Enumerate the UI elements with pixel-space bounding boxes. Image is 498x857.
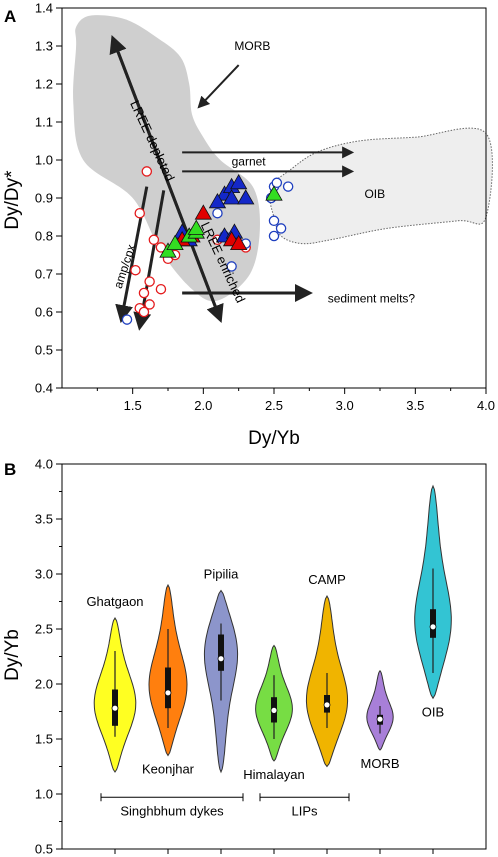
data-point-triangle	[166, 234, 184, 251]
x-tick-label: 2.5	[265, 398, 283, 413]
data-point-triangle	[222, 189, 241, 205]
group-label-layer: Ghatgaon Keonjhar Pipilia Himalayan CAMP MORB…	[86, 567, 444, 783]
data-point-circle	[148, 234, 160, 246]
data-point-triangle	[159, 242, 177, 258]
bracket-layer: Singhbhum dykes LIPs	[100, 793, 350, 818]
y-tick-label: 1.2	[35, 77, 53, 92]
y-tick-label: 4.0	[35, 457, 53, 472]
data-point-triangle	[208, 192, 227, 209]
median-point	[270, 707, 278, 714]
data-point-triangle	[194, 204, 213, 220]
y-tick-label: 0.7	[35, 267, 53, 282]
group-label-pipilia: Pipilia	[204, 567, 239, 582]
data-point-circle	[144, 299, 155, 310]
y-tick-label: 2.0	[35, 677, 53, 692]
x-axis-a: 1.5 2.0 2.5 3.0 3.5 4.0	[96, 388, 495, 413]
median-point	[323, 701, 331, 709]
median-point	[111, 704, 119, 712]
y-tick-label: 3.5	[35, 512, 53, 527]
y-axis-b: 0.5 1.0 1.5 2.0 2.5 3.0 3.5 4.0	[35, 457, 62, 857]
x-axis-b	[114, 849, 434, 854]
y-tick-label: 1.5	[35, 732, 53, 747]
field-morb	[73, 15, 260, 302]
data-point-triangle	[187, 219, 205, 235]
data-point-circle	[226, 261, 237, 272]
y-tick-label: 2.5	[35, 622, 53, 637]
y-tick-label: 1.3	[35, 39, 53, 54]
data-point-circle	[268, 230, 280, 242]
arrow-layer	[109, 35, 355, 331]
iqr-box	[218, 634, 224, 671]
arrow-amp-cpx	[115, 186, 149, 324]
panel-b: B Ghatgaon Keonjhar Pipilia Himalayan CAMP MO…	[2, 457, 487, 857]
x-tick-label: 1.5	[124, 398, 142, 413]
label-sediment-melts: sediment melts?	[328, 292, 416, 306]
data-point-circle	[141, 166, 153, 177]
x-tick-label: 3.5	[406, 398, 424, 413]
data-point-layer	[121, 166, 294, 325]
data-point-triangle	[229, 173, 248, 190]
group-label-himalayan: Himalayan	[243, 767, 304, 782]
median-point	[429, 623, 437, 631]
median-point	[376, 715, 384, 723]
x-tick-label: 2.0	[194, 398, 212, 413]
y-tick-label: 1.0	[35, 787, 53, 802]
group-label-camp: CAMP	[308, 572, 346, 587]
data-point-circle	[121, 314, 133, 325]
label-morb-arrow: MORB	[234, 39, 270, 53]
bracket-label-lips: LIPs	[291, 803, 318, 818]
y-tick-label: 1.1	[35, 115, 53, 130]
group-label-keonjhar: Keonjhar	[142, 762, 195, 777]
label-oib-field: OIB	[364, 187, 385, 201]
y-axis-label-a: Dy/Dy*	[2, 170, 23, 230]
data-point-circle	[212, 207, 223, 219]
iqr-box	[165, 667, 171, 709]
y-tick-label: 1.0	[35, 153, 53, 168]
y-tick-label: 3.0	[35, 567, 53, 582]
y-tick-label: 0.8	[35, 229, 53, 244]
violin-layer	[93, 484, 452, 774]
y-tick-label: 0.6	[35, 305, 53, 320]
data-point-triangle	[229, 234, 248, 251]
data-point-circle	[134, 207, 145, 219]
panel-b-label: B	[4, 460, 16, 479]
median-point	[164, 689, 172, 697]
group-label-ghatgaon: Ghatgaon	[86, 594, 143, 609]
y-tick-label: 0.5	[35, 343, 53, 358]
data-point-circle	[268, 215, 280, 227]
data-point-circle	[155, 283, 167, 295]
arrow-parallel-7	[133, 190, 166, 331]
data-point-circle	[130, 264, 141, 276]
arrow-morb	[197, 64, 240, 109]
field-oib	[269, 127, 493, 245]
y-tick-label: 1.4	[35, 1, 53, 16]
bracket-label-singhbhum-dykes: Singhbhum dykes	[120, 803, 224, 818]
y-axis-label-b: Dy/Yb	[2, 629, 23, 681]
data-point-circle	[271, 177, 283, 189]
data-point-circle	[275, 223, 287, 234]
label-garnet: garnet	[232, 155, 267, 169]
y-axis-a: 0.4 0.5 0.6 0.7 0.8 0.9 1.0 1.1 1.2 1.3 1.4	[35, 1, 62, 396]
data-point-triangle	[265, 185, 283, 201]
median-point	[217, 655, 225, 663]
arrow-lree-enriched	[111, 37, 224, 323]
data-point-circle	[144, 276, 155, 287]
data-point-circle	[138, 306, 150, 318]
field-layer	[73, 15, 493, 302]
panel-a-label: A	[4, 7, 16, 26]
data-point-circle	[138, 287, 150, 299]
x-tick-label: 3.0	[336, 398, 354, 413]
group-label-morb: MORB	[361, 756, 400, 771]
x-tick-label: 4.0	[477, 398, 495, 413]
y-tick-label: 0.5	[35, 842, 53, 857]
y-tick-label: 0.4	[35, 381, 53, 396]
x-axis-label-a: Dy/Yb	[248, 428, 300, 449]
y-tick-label: 0.9	[35, 191, 53, 206]
data-point-circle	[282, 181, 294, 192]
data-point-triangle	[237, 189, 255, 205]
group-label-oib: OIB	[422, 704, 444, 719]
